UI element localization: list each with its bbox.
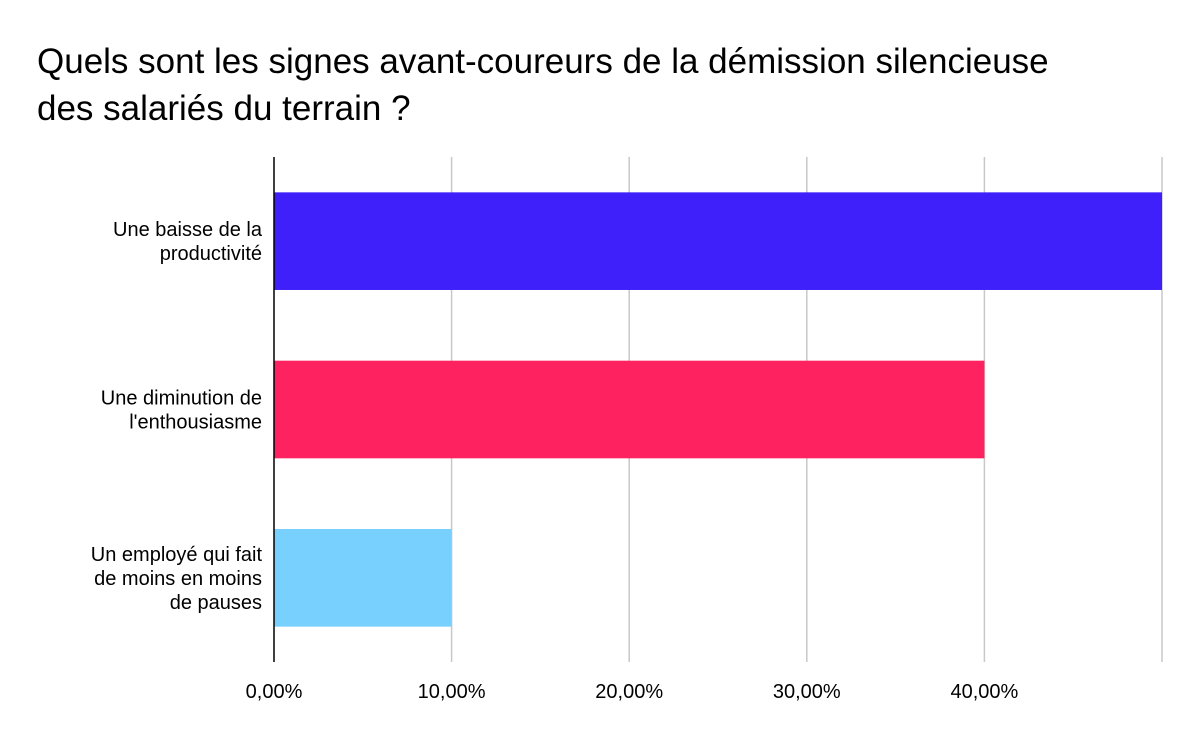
bars	[274, 192, 1162, 627]
x-tick-label: 30,00%	[773, 681, 841, 703]
category-label: Un employé qui fait de moins en moins de p…	[91, 544, 263, 614]
chart-title-line-2: des salariés du terrain ?	[37, 89, 411, 128]
x-tick-label: 10,00%	[418, 681, 486, 703]
x-tick-label: 40,00%	[950, 681, 1018, 703]
category-label: Une diminution de l'enthousiasme	[101, 388, 262, 434]
category-label: Une baisse de la productivité	[113, 219, 263, 265]
bar	[274, 192, 1162, 290]
category-labels: Une baisse de la productivité Une diminuti…	[91, 219, 263, 614]
x-tick-label: 0,00%	[246, 681, 303, 703]
x-tick-label: 20,00%	[595, 681, 663, 703]
chart-title-line-1: Quels sont les signes avant-coureurs de …	[37, 42, 1049, 81]
x-tick-labels: 0,00% 10,00% 20,00% 30,00% 40,00%	[246, 681, 1019, 703]
bar	[274, 529, 452, 627]
chart-title: Quels sont les signes avant-coureurs de …	[37, 38, 1177, 132]
bar	[274, 360, 985, 459]
